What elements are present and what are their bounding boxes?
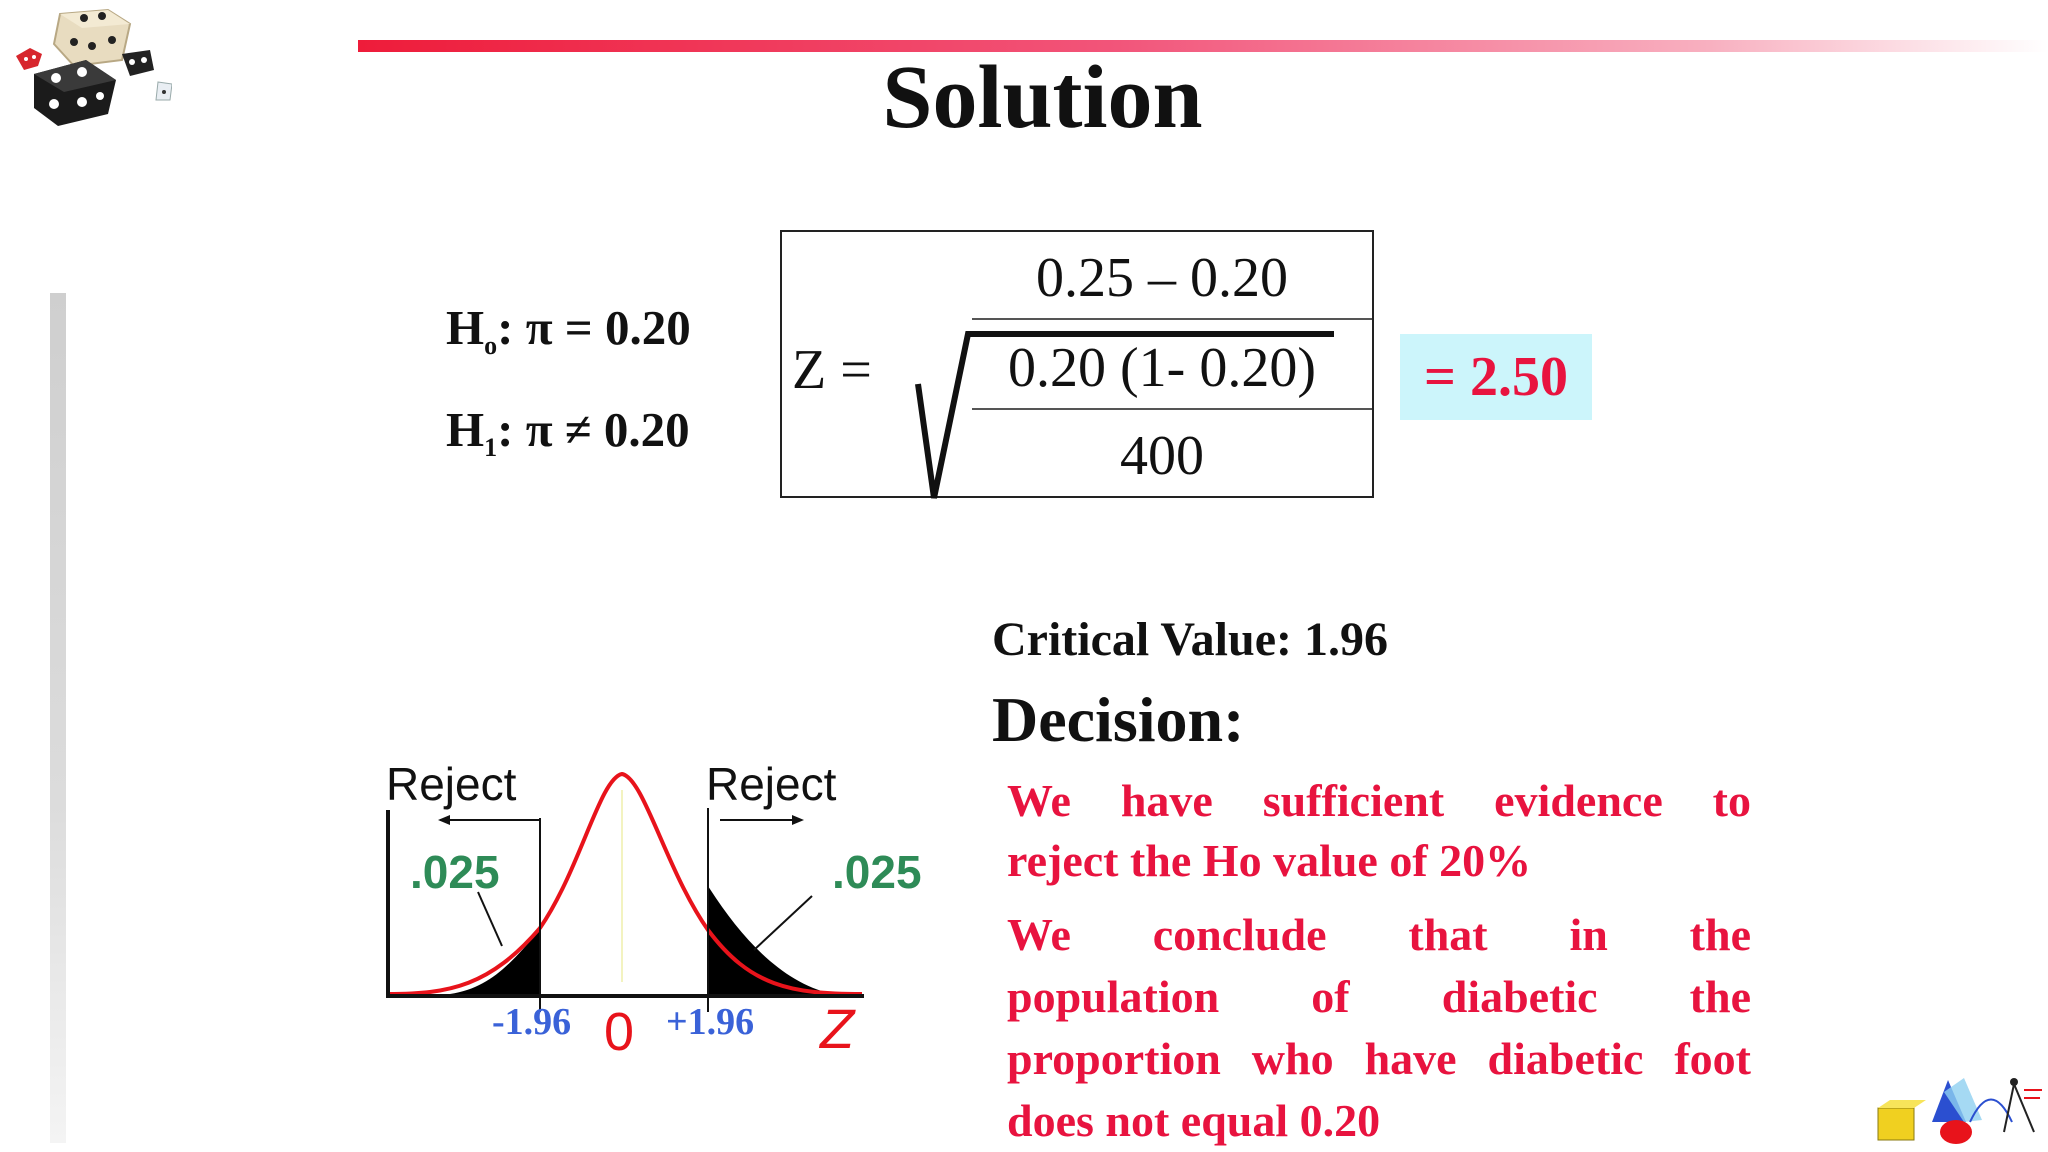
critical-left-label: -1.96 bbox=[492, 1001, 571, 1043]
slide-title: Solution bbox=[882, 48, 1203, 147]
reject-right-label: Reject bbox=[706, 758, 837, 810]
header-accent-bar bbox=[358, 40, 2048, 52]
alpha-left-label: .025 bbox=[410, 846, 500, 898]
critical-value: Critical Value: 1.96 bbox=[992, 613, 1388, 666]
formula-lhs: Z = bbox=[792, 339, 872, 401]
decision-line-3: We conclude that in the bbox=[1007, 909, 1751, 960]
alpha-right-label: .025 bbox=[832, 846, 922, 898]
math-clipart-icon bbox=[1877, 1078, 2042, 1144]
left-alpha-leader bbox=[477, 891, 503, 947]
reject-left-label: Reject bbox=[386, 758, 517, 810]
right-tail-shading bbox=[708, 886, 832, 994]
rejection-region-diagram: Reject Reject .025 .025 -1.96 +1.96 0 Z bbox=[386, 758, 922, 1062]
h0-text: : π = 0.20 bbox=[497, 300, 691, 355]
right-arrow-head bbox=[792, 815, 804, 825]
null-hypothesis: Ho: π = 0.20 bbox=[446, 300, 691, 374]
formula-inner-denominator: 400 bbox=[1120, 425, 1204, 487]
alternative-hypothesis: H1: π ≠ 0.20 bbox=[446, 402, 690, 476]
z-formula-box bbox=[780, 230, 1374, 498]
normal-curve bbox=[387, 771, 863, 996]
decision-heading: Decision: bbox=[992, 684, 1245, 755]
square-root-sign bbox=[915, 331, 1334, 499]
left-accent-bar bbox=[50, 293, 66, 1143]
center-zero-label: 0 bbox=[604, 1002, 634, 1062]
z-result: = 2.50 bbox=[1400, 334, 1592, 420]
h1-symbol: H bbox=[446, 402, 485, 457]
critical-right-label: +1.96 bbox=[666, 1001, 754, 1043]
dice-icon bbox=[16, 8, 172, 126]
inner-fraction-bar bbox=[972, 408, 1372, 410]
h1-text: : π ≠ 0.20 bbox=[497, 402, 690, 457]
decision-line-5: proportion who have diabetic foot bbox=[1007, 1033, 1751, 1084]
left-tail-shading bbox=[450, 930, 540, 994]
formula-inner-numerator: 0.20 (1- 0.20) bbox=[1008, 337, 1316, 399]
h0-symbol: H bbox=[446, 300, 485, 355]
decision-line-2: reject the Ho value of 20% bbox=[1007, 835, 1532, 886]
decision-line-4: population of diabetic the bbox=[1007, 971, 1751, 1022]
formula-numerator: 0.25 – 0.20 bbox=[1036, 247, 1288, 309]
fraction-bar bbox=[972, 318, 1372, 320]
decision-line-6: does not equal 0.20 bbox=[1007, 1095, 1381, 1146]
z-axis-label: Z bbox=[818, 997, 856, 1060]
decision-line-1: We have sufficient evidence to bbox=[1007, 775, 1751, 826]
h0-subscript: o bbox=[484, 331, 498, 360]
h1-subscript: 1 bbox=[484, 433, 498, 462]
right-alpha-leader bbox=[753, 895, 813, 951]
left-arrow-head bbox=[438, 815, 450, 825]
